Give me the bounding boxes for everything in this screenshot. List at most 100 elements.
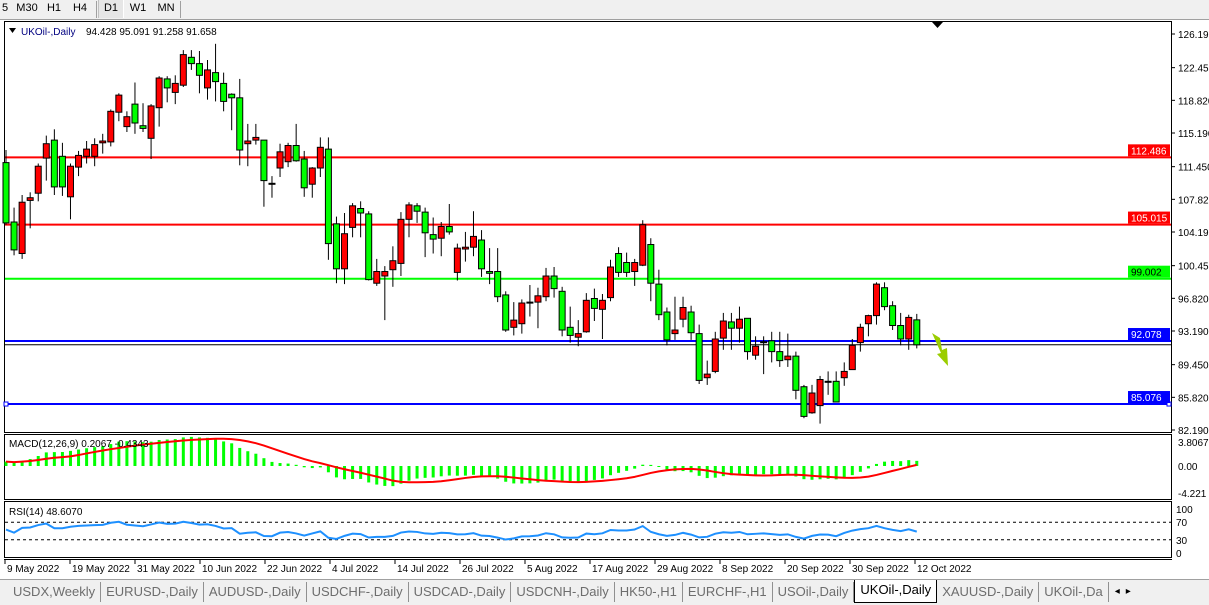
- candle: [832, 371, 840, 403]
- candle-body: [808, 392, 816, 414]
- date-label: 4 Jul 2022: [332, 564, 379, 575]
- timeframe-m30-button[interactable]: M30: [16, 2, 38, 14]
- candle: [534, 287, 542, 329]
- candle: [405, 202, 413, 238]
- candle: [542, 267, 550, 302]
- candle: [631, 258, 639, 286]
- candle: [453, 243, 461, 281]
- candle: [413, 203, 421, 223]
- candle-body: [905, 316, 913, 340]
- macd-histogram-bar: [891, 460, 895, 466]
- macd-histogram-bar: [230, 443, 234, 466]
- macd-histogram-bar: [254, 453, 258, 466]
- macd-histogram-bar: [802, 466, 806, 480]
- macd-histogram-bar: [480, 466, 484, 476]
- candle-body: [574, 333, 582, 338]
- candle: [760, 336, 768, 375]
- chart-tab[interactable]: HK50-,H1: [615, 582, 683, 602]
- date-label: 29 Aug 2022: [657, 564, 714, 575]
- chart-shift-marker-icon[interactable]: [932, 22, 943, 28]
- candle-body: [864, 315, 872, 325]
- candle-body: [897, 325, 905, 340]
- scroll-left-icon[interactable]: ◂: [1114, 586, 1120, 597]
- level-price-label: 92.078: [1131, 330, 1162, 341]
- macd-histogram-bar: [697, 466, 701, 476]
- chart-tab[interactable]: UKOil-,Da: [1039, 582, 1109, 602]
- macd-histogram-bar: [762, 466, 766, 475]
- timeframe-mn-button[interactable]: MN: [157, 2, 175, 14]
- candle: [615, 247, 623, 277]
- macd-histogram-bar: [262, 458, 266, 466]
- candle-body: [163, 78, 171, 89]
- candle: [478, 230, 486, 277]
- candle-body: [204, 69, 211, 89]
- chart-tab[interactable]: USDCAD-,Daily: [409, 582, 512, 602]
- macd-histogram-bar: [375, 466, 379, 485]
- candle: [341, 213, 349, 285]
- macd-histogram-bar: [189, 436, 193, 466]
- chart-tab[interactable]: AUDUSD-,Daily: [204, 582, 307, 602]
- candle: [856, 323, 864, 352]
- timeframe-w1-button[interactable]: W1: [129, 2, 147, 14]
- timeframe-m5-button[interactable]: 5: [1, 2, 9, 14]
- candle-body: [703, 373, 711, 379]
- down-arrow-icon: [932, 333, 948, 366]
- macd-histogram-bar: [834, 466, 838, 480]
- candle-body: [421, 211, 429, 234]
- candle: [50, 129, 58, 196]
- macd-histogram-bar: [439, 466, 443, 477]
- scroll-right-icon[interactable]: ▸: [1125, 586, 1131, 597]
- price-tick-label: 100.450: [1178, 262, 1209, 273]
- macd-histogram-bar: [302, 466, 306, 468]
- candle: [220, 72, 228, 112]
- candle: [316, 137, 324, 178]
- chart-tab[interactable]: USDCNH-,Daily: [511, 582, 615, 602]
- macd-histogram-bar: [68, 450, 72, 466]
- candle: [897, 312, 905, 346]
- macd-histogram-bar: [246, 451, 250, 466]
- chart-tab[interactable]: UKOil-,Daily: [854, 580, 938, 603]
- macd-tick-label: 3.8067: [1178, 438, 1209, 449]
- timeframe-h4-button[interactable]: H4: [72, 2, 88, 14]
- candle-body: [107, 110, 115, 143]
- macd-histogram-bar: [729, 466, 733, 476]
- macd-histogram-bar: [383, 466, 387, 486]
- candle-body: [695, 333, 703, 381]
- chart-tab[interactable]: USOil-,Daily: [773, 582, 855, 602]
- candle-body: [2, 162, 10, 224]
- macd-histogram-bar: [117, 441, 121, 466]
- macd-histogram-bar: [222, 441, 226, 466]
- macd-histogram-bar: [778, 466, 782, 475]
- candle: [212, 43, 220, 102]
- macd-histogram-bar: [528, 466, 532, 484]
- candle-body: [582, 299, 590, 333]
- price-chart[interactable]: 3.8067 0.00 -4.221 100 70 30 0 126.190 122.450…: [0, 0, 1209, 578]
- timeframe-h1-button[interactable]: H1: [46, 2, 62, 14]
- symbol-label: UKOil-,Daily: [21, 27, 75, 38]
- macd-histogram-bar: [93, 447, 97, 466]
- candle-body: [872, 283, 880, 317]
- chart-tab[interactable]: EURUSD-,Daily: [101, 582, 204, 602]
- chart-tab[interactable]: XAUUSD-,Daily: [937, 582, 1040, 602]
- macd-label: MACD(12,26,9) 0.2067 -0.4343: [9, 439, 149, 450]
- candle-body: [179, 54, 187, 86]
- candle-body: [881, 287, 889, 308]
- candle-body: [332, 223, 340, 270]
- macd-histogram-bar: [754, 466, 758, 475]
- line-handle[interactable]: [3, 401, 9, 407]
- timeframe-d1-button[interactable]: D1: [98, 0, 124, 18]
- macd-histogram-bar: [133, 441, 137, 466]
- toolbar-divider: [96, 1, 97, 18]
- date-label: 17 Aug 2022: [592, 564, 649, 575]
- rsi-tick-label: 30: [1176, 536, 1188, 547]
- chart-tab[interactable]: EURCHF-,H1: [683, 582, 773, 602]
- candle: [187, 50, 195, 70]
- collapse-triangle-icon[interactable]: [9, 28, 16, 33]
- chart-tab[interactable]: USDX,Weekly: [8, 582, 102, 602]
- candle: [752, 336, 760, 360]
- candle-body: [91, 144, 99, 157]
- chart-tab[interactable]: USDCHF-,Daily: [307, 582, 409, 602]
- candle-body: [494, 271, 502, 298]
- macd-histogram-bar: [141, 442, 145, 466]
- candle: [397, 212, 405, 277]
